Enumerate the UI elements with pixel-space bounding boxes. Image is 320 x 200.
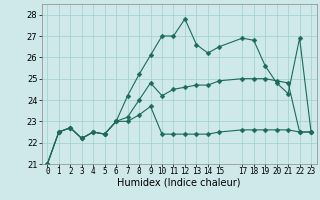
X-axis label: Humidex (Indice chaleur): Humidex (Indice chaleur) — [117, 178, 241, 188]
